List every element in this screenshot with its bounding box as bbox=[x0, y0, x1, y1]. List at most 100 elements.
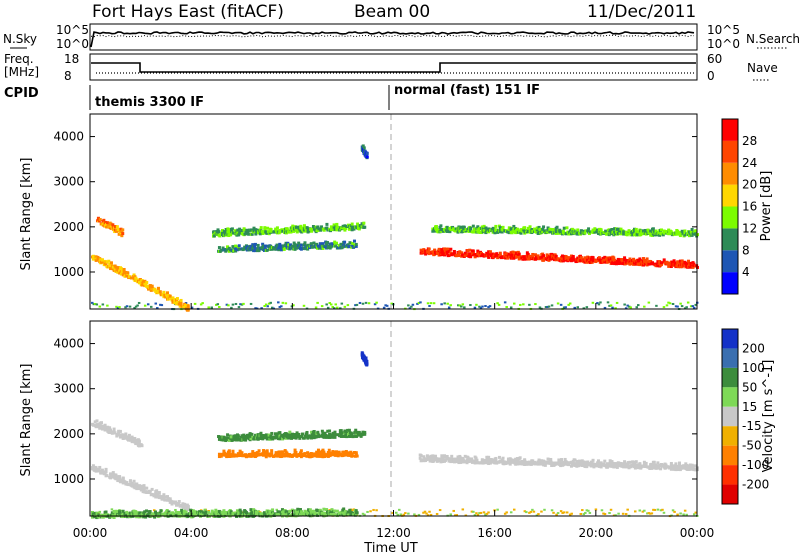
power-ground-scatter-cell bbox=[254, 307, 257, 310]
velocity-echo-cell bbox=[582, 460, 586, 464]
power-echo-cell bbox=[437, 228, 441, 232]
power-echo-cell bbox=[545, 253, 549, 257]
velocity-ground-scatter-cell bbox=[396, 513, 400, 516]
power-ground-scatter-cell bbox=[124, 306, 127, 309]
velocity-echo-cell bbox=[355, 511, 359, 515]
velocity-echo-cell bbox=[172, 512, 176, 516]
velocity-echo-cell bbox=[354, 452, 358, 456]
velocity-echo-cell bbox=[634, 460, 638, 464]
power-echo-cell bbox=[217, 246, 221, 250]
power-colorbar-label: Power [dB] bbox=[759, 171, 774, 242]
power-echo-cell bbox=[132, 273, 136, 277]
power-echo-cell bbox=[625, 259, 629, 263]
power-colorbar-tick: 16 bbox=[742, 200, 757, 214]
velocity-echo-cell bbox=[168, 497, 172, 501]
velocity-echo-cell bbox=[214, 511, 218, 515]
velocity-echo-cell bbox=[281, 510, 285, 514]
power-ground-scatter-cell bbox=[562, 306, 566, 309]
power-echo-cell bbox=[507, 231, 511, 235]
velocity-echo-cell bbox=[309, 434, 313, 438]
velocity-echo-cell bbox=[443, 458, 447, 462]
velocity-echo-cell bbox=[232, 434, 236, 438]
velocity-colorbar-block bbox=[722, 329, 738, 349]
velocity-echo-cell bbox=[229, 437, 233, 441]
power-echo-cell bbox=[433, 248, 437, 252]
velocity-echo-cell bbox=[267, 433, 271, 437]
velocity-ground-scatter-cell bbox=[528, 511, 531, 514]
power-colorbar-tick: 28 bbox=[742, 134, 757, 148]
velocity-echo-cell bbox=[153, 515, 157, 519]
velocity-echo-cell bbox=[628, 460, 632, 464]
velocity-echo-cell bbox=[302, 436, 306, 440]
velocity-ground-scatter-cell bbox=[503, 512, 507, 515]
velocity-echo-cell bbox=[230, 454, 234, 458]
power-echo-cell bbox=[523, 255, 527, 259]
power-echo-cell bbox=[488, 252, 492, 256]
velocity-echo-cell bbox=[280, 508, 284, 512]
power-echo-cell bbox=[111, 265, 115, 269]
velocity-echo-cell bbox=[430, 457, 434, 461]
power-echo-cell bbox=[677, 265, 681, 269]
power-echo-cell bbox=[91, 254, 95, 258]
velocity-echo-cell bbox=[656, 461, 660, 465]
power-echo-cell bbox=[674, 261, 678, 265]
velocity-echo-cell bbox=[524, 460, 528, 464]
power-echo-cell bbox=[250, 232, 254, 236]
velocity-echo-cell bbox=[268, 511, 272, 515]
power-ground-scatter-cell bbox=[269, 301, 272, 304]
power-echo-cell bbox=[505, 254, 509, 258]
power-ground-scatter-cell bbox=[505, 306, 508, 309]
velocity-ground-scatter-cell bbox=[683, 509, 687, 512]
velocity-echo-cell bbox=[123, 512, 127, 516]
velocity-echo-cell bbox=[297, 434, 301, 438]
power-echo-cell bbox=[335, 222, 339, 226]
power-echo-cell bbox=[681, 230, 685, 234]
velocity-echo-cell bbox=[345, 435, 349, 439]
velocity-echo-cell bbox=[100, 471, 104, 475]
power-echo-cell bbox=[332, 223, 336, 227]
velocity-echo-cell bbox=[449, 460, 453, 464]
power-echo-cell bbox=[461, 253, 465, 257]
velocity-echo-cell bbox=[582, 462, 586, 466]
velocity-echo-cell bbox=[669, 463, 673, 467]
power-echo-cell bbox=[283, 243, 287, 247]
power-ground-scatter-cell bbox=[655, 304, 658, 307]
velocity-echo-cell bbox=[178, 511, 182, 515]
velocity-echo-cell bbox=[135, 438, 139, 442]
velocity-echo-cell bbox=[608, 459, 612, 463]
velocity-echo-cell bbox=[116, 509, 120, 513]
power-echo-cell bbox=[100, 258, 104, 262]
velocity-echo-cell bbox=[253, 435, 257, 439]
power-echo-cell bbox=[182, 304, 186, 308]
power-echo-cell bbox=[176, 300, 180, 304]
power-echo-cell bbox=[596, 228, 600, 232]
velocity-echo-cell bbox=[156, 515, 160, 519]
velocity-echo-cell bbox=[217, 452, 221, 456]
velocity-echo-cell bbox=[599, 461, 603, 465]
power-echo-cell bbox=[443, 227, 447, 231]
velocity-echo-cell bbox=[287, 436, 291, 440]
velocity-echo-cell bbox=[677, 466, 681, 470]
velocity-echo-cell bbox=[94, 466, 98, 470]
power-echo-cell bbox=[427, 247, 431, 251]
velocity-echo-cell bbox=[488, 460, 492, 464]
velocity-echo-cell bbox=[165, 509, 169, 513]
freq-unit-label: [MHz] bbox=[4, 65, 39, 79]
power-echo-cell bbox=[138, 278, 142, 282]
velocity-echo-cell bbox=[326, 429, 330, 433]
power-echo-cell bbox=[648, 262, 652, 266]
velocity-ground-scatter-cell bbox=[552, 511, 555, 514]
velocity-echo-cell bbox=[298, 508, 302, 512]
velocity-echo-cell bbox=[327, 448, 331, 452]
velocity-colorbar-tick: -200 bbox=[742, 478, 769, 492]
power-echo-cell bbox=[485, 251, 489, 255]
velocity-echo-cell bbox=[111, 471, 115, 475]
power-ground-scatter-cell bbox=[446, 302, 449, 305]
power-echo-cell bbox=[605, 232, 609, 236]
velocity-echo-cell bbox=[448, 457, 452, 461]
power-echo-cell bbox=[517, 252, 521, 256]
velocity-echo-cell bbox=[128, 479, 132, 483]
power-echo-cell bbox=[683, 233, 687, 237]
time-tick-label: 00:00 bbox=[680, 526, 715, 540]
power-echo-cell bbox=[347, 245, 351, 249]
